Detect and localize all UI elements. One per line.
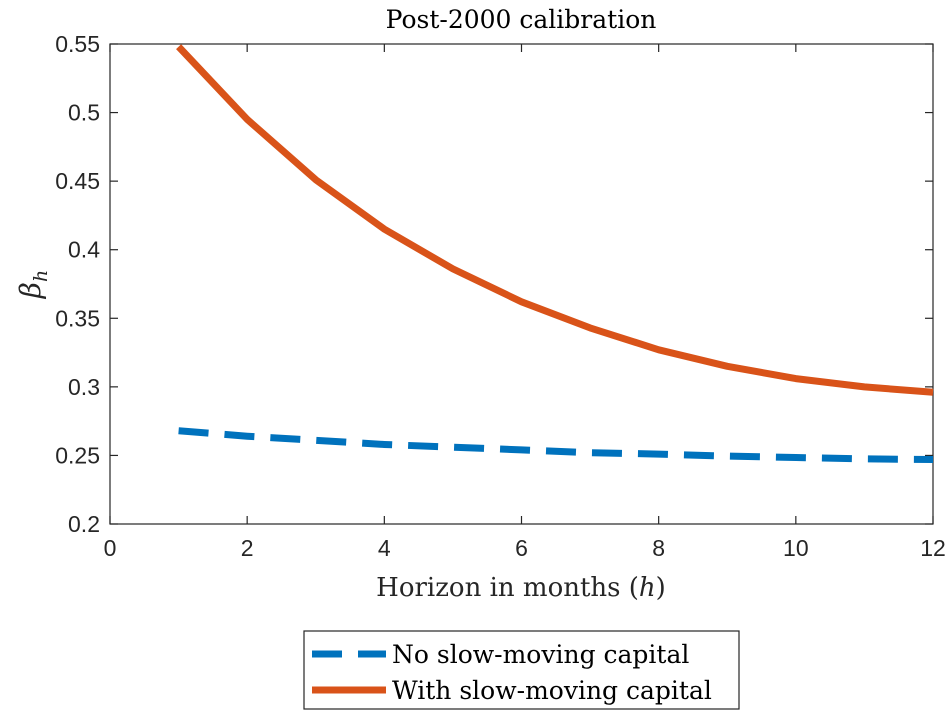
y-tick-label: 0.2 bbox=[68, 511, 100, 537]
x-tick-label: 2 bbox=[241, 535, 254, 561]
y-tick-label: 0.25 bbox=[55, 442, 100, 468]
legend-label-1: No slow-moving capital bbox=[392, 640, 689, 669]
chart-title: Post-2000 calibration bbox=[386, 5, 657, 34]
x-tick-label: 10 bbox=[783, 535, 809, 561]
y-tick-label: 0.35 bbox=[55, 305, 100, 331]
y-axis: 0.2 0.25 0.3 0.35 0.4 0.45 0.5 0.55 bbox=[55, 31, 933, 537]
series-line-1 bbox=[178, 427, 934, 463]
x-tick-label: 0 bbox=[104, 535, 117, 561]
y-tick-label: 0.5 bbox=[68, 100, 100, 126]
y-tick-label: 0.3 bbox=[68, 374, 100, 400]
x-tick-label: 4 bbox=[378, 535, 391, 561]
x-tick-label: 12 bbox=[920, 535, 946, 561]
x-tick-label: 6 bbox=[515, 535, 528, 561]
y-axis-label: βh bbox=[14, 270, 52, 299]
series-layer bbox=[176, 44, 934, 463]
y-tick-label: 0.55 bbox=[55, 31, 100, 57]
x-axis: 0 2 4 6 8 10 12 bbox=[104, 44, 946, 561]
x-tick-label: 8 bbox=[652, 535, 665, 561]
y-tick-label: 0.45 bbox=[55, 168, 100, 194]
y-tick-label: 0.4 bbox=[68, 237, 100, 263]
legend: No slow-moving capital With slow-moving c… bbox=[303, 630, 740, 710]
legend-box bbox=[303, 630, 740, 710]
series-line-2 bbox=[176, 44, 934, 396]
legend-label-2: With slow-moving capital bbox=[392, 676, 712, 705]
x-axis-label: Horizon in months (h) bbox=[376, 573, 666, 603]
